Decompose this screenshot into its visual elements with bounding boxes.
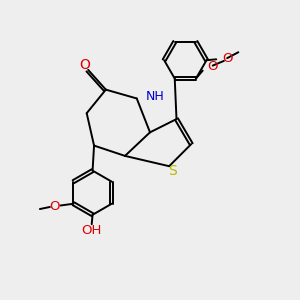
Text: S: S — [168, 164, 176, 178]
Text: NH: NH — [146, 90, 164, 103]
Text: OH: OH — [81, 224, 101, 237]
Text: O: O — [208, 60, 218, 73]
Text: O: O — [50, 200, 60, 213]
Text: O: O — [79, 58, 90, 72]
Text: O: O — [222, 52, 232, 65]
